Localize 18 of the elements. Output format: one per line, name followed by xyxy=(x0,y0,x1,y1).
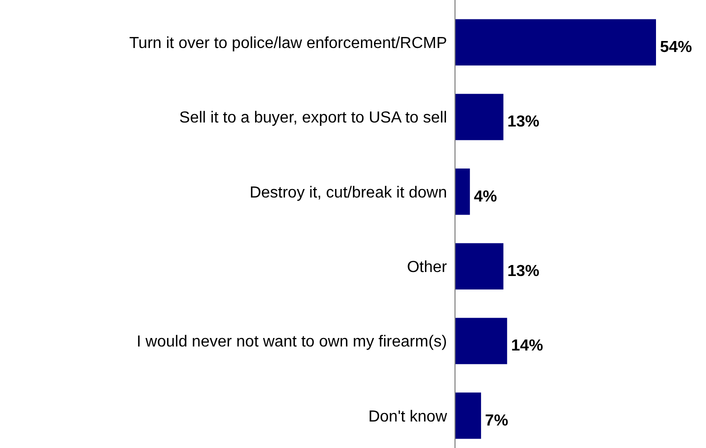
data-label: 13% xyxy=(507,262,540,280)
bar xyxy=(455,94,504,140)
data-label: 54% xyxy=(660,38,692,56)
bar xyxy=(455,318,508,364)
y-tick-label: Other xyxy=(406,258,448,276)
y-tick-label: Sell it to a buyer, export to USA to sell xyxy=(179,110,447,127)
bar xyxy=(455,19,656,66)
bar xyxy=(455,243,504,290)
data-label: 14% xyxy=(511,338,544,355)
bar xyxy=(455,168,470,215)
data-label: 7% xyxy=(485,412,508,430)
data-label: 4% xyxy=(474,188,498,206)
data-label: 13% xyxy=(507,114,540,131)
y-tick-label: Turn it over to police/law enforcement/RCMP xyxy=(129,34,447,52)
y-tick-label: Don't know xyxy=(368,408,448,426)
y-tick-label: Destroy it, cut/break it down xyxy=(250,184,447,202)
bar xyxy=(455,392,482,439)
y-tick-label: I would never not want to own my firearm(s) xyxy=(136,334,447,351)
